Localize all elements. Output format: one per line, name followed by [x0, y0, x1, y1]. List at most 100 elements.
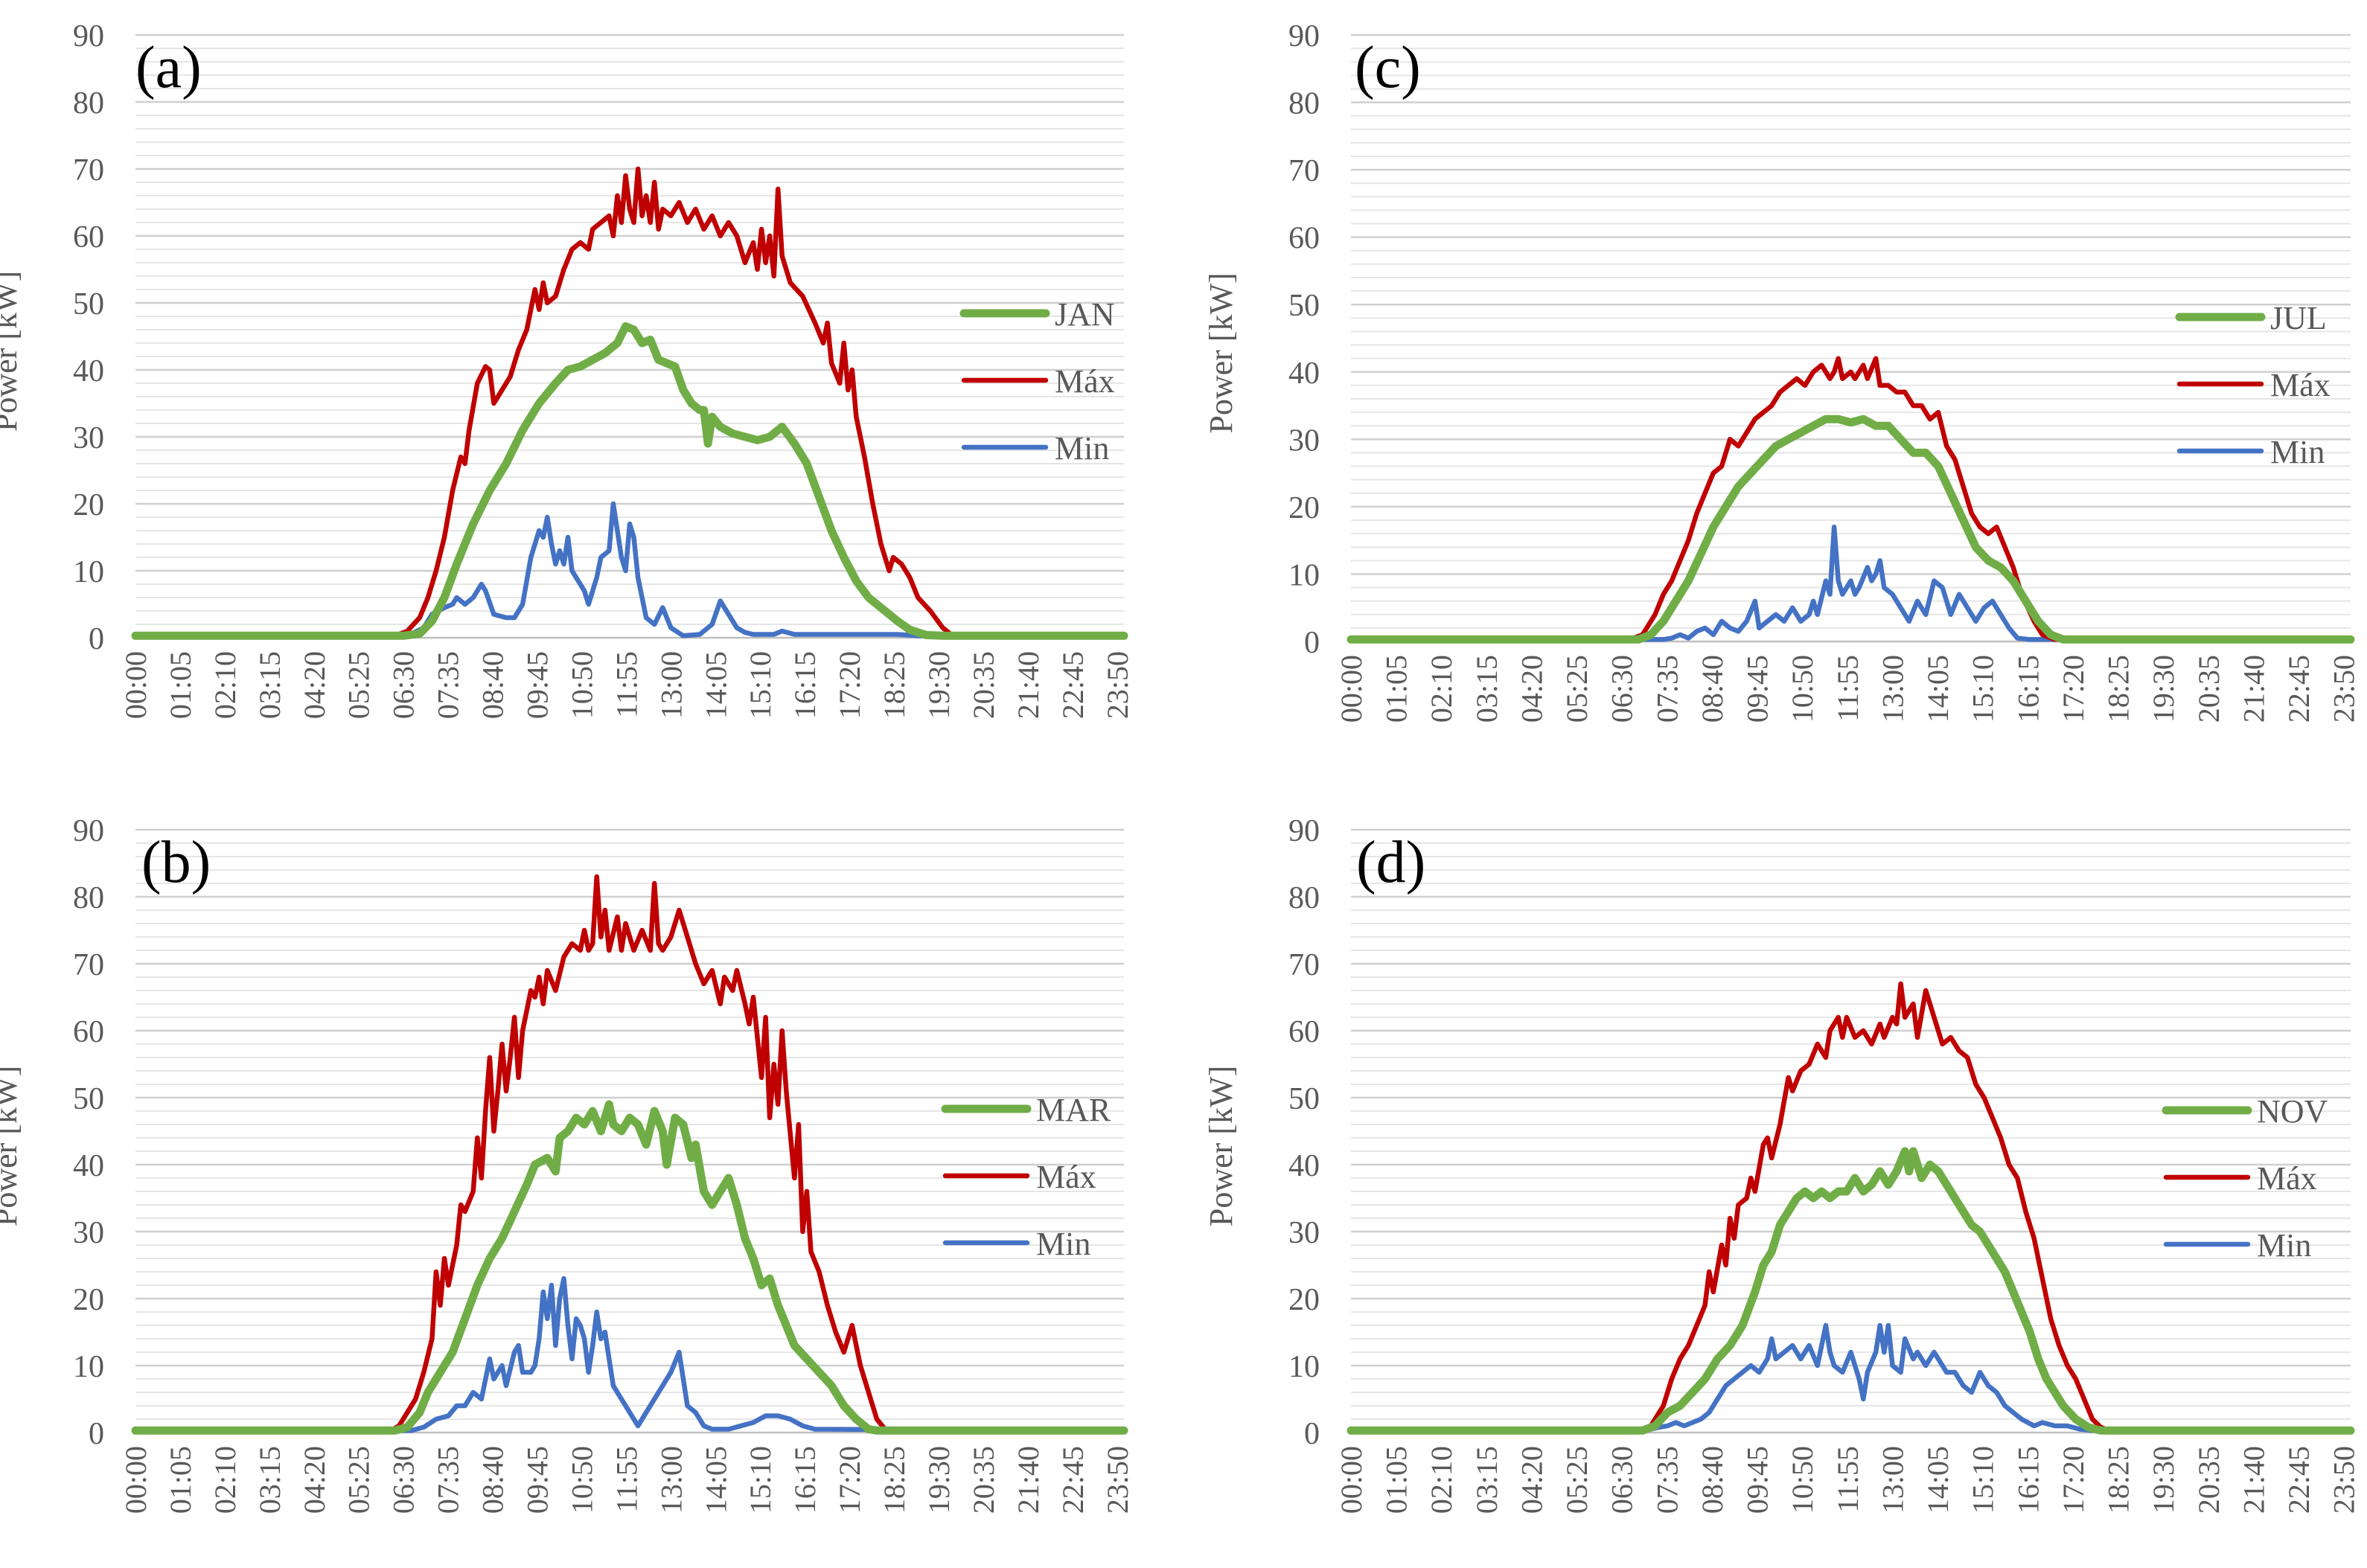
- x-tick-label: 16:15: [788, 651, 822, 719]
- y-tick-label: 0: [89, 622, 104, 656]
- y-axis-label: Power [kW]: [0, 1066, 24, 1226]
- x-tick-label: 01:05: [1380, 655, 1414, 723]
- x-tick-label: 15:10: [744, 1446, 777, 1514]
- x-tick-label: 20:35: [967, 1446, 1000, 1514]
- y-tick-label: 60: [1288, 1015, 1320, 1049]
- y-axis-label: Power [kW]: [1203, 1066, 1239, 1226]
- y-tick-label: 20: [73, 1283, 104, 1317]
- y-tick-label: 0: [1304, 626, 1320, 660]
- x-tick-label: 17:20: [833, 1446, 866, 1514]
- x-tick-labels: 00:00 01:05 02:10 03:15 04:20 05:25 06:30 07:35…: [119, 651, 1134, 719]
- legend: JAN Máx Min: [959, 296, 1115, 467]
- x-tick-label: 22:45: [1056, 651, 1090, 719]
- x-tick-label: 20:35: [2192, 1446, 2226, 1514]
- x-tick-label: 10:50: [1786, 655, 1819, 723]
- y-tick-label: 40: [73, 354, 104, 388]
- x-tick-label: 10:50: [565, 651, 598, 719]
- y-tick-label: 30: [73, 421, 104, 455]
- series-line-max: [1348, 356, 2354, 642]
- x-tick-label: 11:55: [610, 651, 643, 718]
- legend-label: Máx: [1055, 363, 1115, 400]
- x-tick-label: 01:05: [1380, 1446, 1414, 1514]
- x-tick-label: 09:45: [521, 1446, 555, 1514]
- y-tick-label: 90: [1288, 814, 1320, 848]
- x-tick-label: 04:20: [1515, 1446, 1548, 1514]
- x-tick-label: 15:10: [1967, 1446, 2000, 1514]
- x-tick-label: 17:20: [833, 651, 866, 719]
- x-tick-label: 09:45: [1741, 655, 1775, 723]
- x-tick-label: 19:30: [922, 1446, 956, 1514]
- y-tick-label: 70: [73, 948, 104, 982]
- x-tick-label: 19:30: [2147, 655, 2180, 723]
- x-tick-label: 04:20: [1515, 655, 1548, 723]
- y-tick-label: 10: [73, 1350, 104, 1384]
- x-tick-label: 19:30: [922, 651, 956, 719]
- gridlines: [135, 828, 1124, 1420]
- x-tick-label: 13:00: [1876, 1446, 1909, 1514]
- legend-label: Máx: [2257, 1160, 2317, 1197]
- gridlines: [135, 33, 1124, 625]
- legend-label: JUL: [2270, 300, 2327, 336]
- y-tick-label: 80: [73, 881, 104, 915]
- y-tick-label: 10: [73, 555, 104, 589]
- x-tick-label: 17:20: [2057, 1446, 2090, 1514]
- x-tick-label: 02:10: [1425, 1446, 1458, 1514]
- x-tick-label: 06:30: [1606, 655, 1639, 723]
- x-tick-label: 05:25: [1560, 1446, 1594, 1514]
- x-tick-label: 01:05: [164, 1446, 197, 1514]
- x-tick-label: 09:45: [521, 651, 555, 719]
- y-tick-label: 20: [1288, 491, 1320, 525]
- series-line-month: [131, 322, 1128, 640]
- x-tick-label: 18:25: [878, 1446, 911, 1514]
- x-tick-label: 23:50: [1101, 1446, 1134, 1514]
- panel-label: (c): [1355, 35, 1421, 100]
- x-tick-label: 08:40: [1696, 1446, 1729, 1514]
- y-tick-label: 60: [73, 220, 104, 255]
- x-tick-label: 04:20: [298, 651, 331, 719]
- legend-label: Máx: [1036, 1159, 1096, 1195]
- legend: NOV Máx Min: [2162, 1093, 2328, 1264]
- y-tick-label: 80: [1288, 87, 1320, 121]
- legend-label: NOV: [2257, 1093, 2328, 1130]
- x-tick-label: 00:00: [119, 1446, 153, 1514]
- x-tick-label: 00:00: [1335, 1446, 1368, 1514]
- x-tick-label: 23:50: [2328, 655, 2361, 723]
- x-tick-label: 08:40: [476, 1446, 510, 1514]
- y-tick-label: 50: [1288, 1082, 1320, 1116]
- x-tick-label: 07:35: [432, 651, 465, 719]
- x-tick-label: 14:05: [699, 1446, 732, 1514]
- legend-label: Min: [1036, 1226, 1090, 1262]
- y-tick-label: 60: [73, 1015, 104, 1049]
- x-tick-label: 22:45: [1056, 1446, 1090, 1514]
- x-tick-label: 16:15: [788, 1446, 822, 1514]
- y-tick-labels: 0 10 20 30 40 50 60 70 80 90: [1288, 19, 1320, 660]
- x-tick-label: 13:00: [1876, 655, 1909, 723]
- series-line-month: [131, 1100, 1128, 1435]
- x-tick-label: 10:50: [1786, 1446, 1819, 1514]
- series-line-max: [132, 166, 1127, 639]
- y-tick-label: 50: [73, 1082, 104, 1116]
- y-tick-label: 40: [1288, 1149, 1320, 1183]
- x-tick-label: 11:55: [1831, 655, 1865, 722]
- y-tick-labels: 0 10 20 30 40 50 60 70 80 90: [73, 814, 104, 1451]
- y-tick-label: 50: [73, 287, 104, 321]
- y-tick-label: 10: [1288, 1350, 1320, 1384]
- panel-label: (d): [1356, 830, 1425, 895]
- series-line-min: [1348, 1322, 2354, 1433]
- x-tick-label: 07:35: [1650, 1446, 1684, 1514]
- x-tick-label: 02:10: [208, 651, 242, 719]
- y-tick-label: 60: [1288, 222, 1320, 256]
- series-line-month: [1347, 415, 2355, 644]
- x-tick-label: 01:05: [164, 651, 197, 719]
- y-tick-label: 70: [73, 153, 104, 188]
- x-tick-label: 19:30: [2147, 1446, 2180, 1514]
- x-tick-label: 02:10: [208, 1446, 242, 1514]
- y-tick-label: 40: [73, 1149, 104, 1183]
- x-tick-label: 14:05: [1921, 655, 1955, 723]
- panel-label: (a): [135, 35, 202, 100]
- y-tick-labels: 0 10 20 30 40 50 60 70 80 90: [1288, 814, 1320, 1451]
